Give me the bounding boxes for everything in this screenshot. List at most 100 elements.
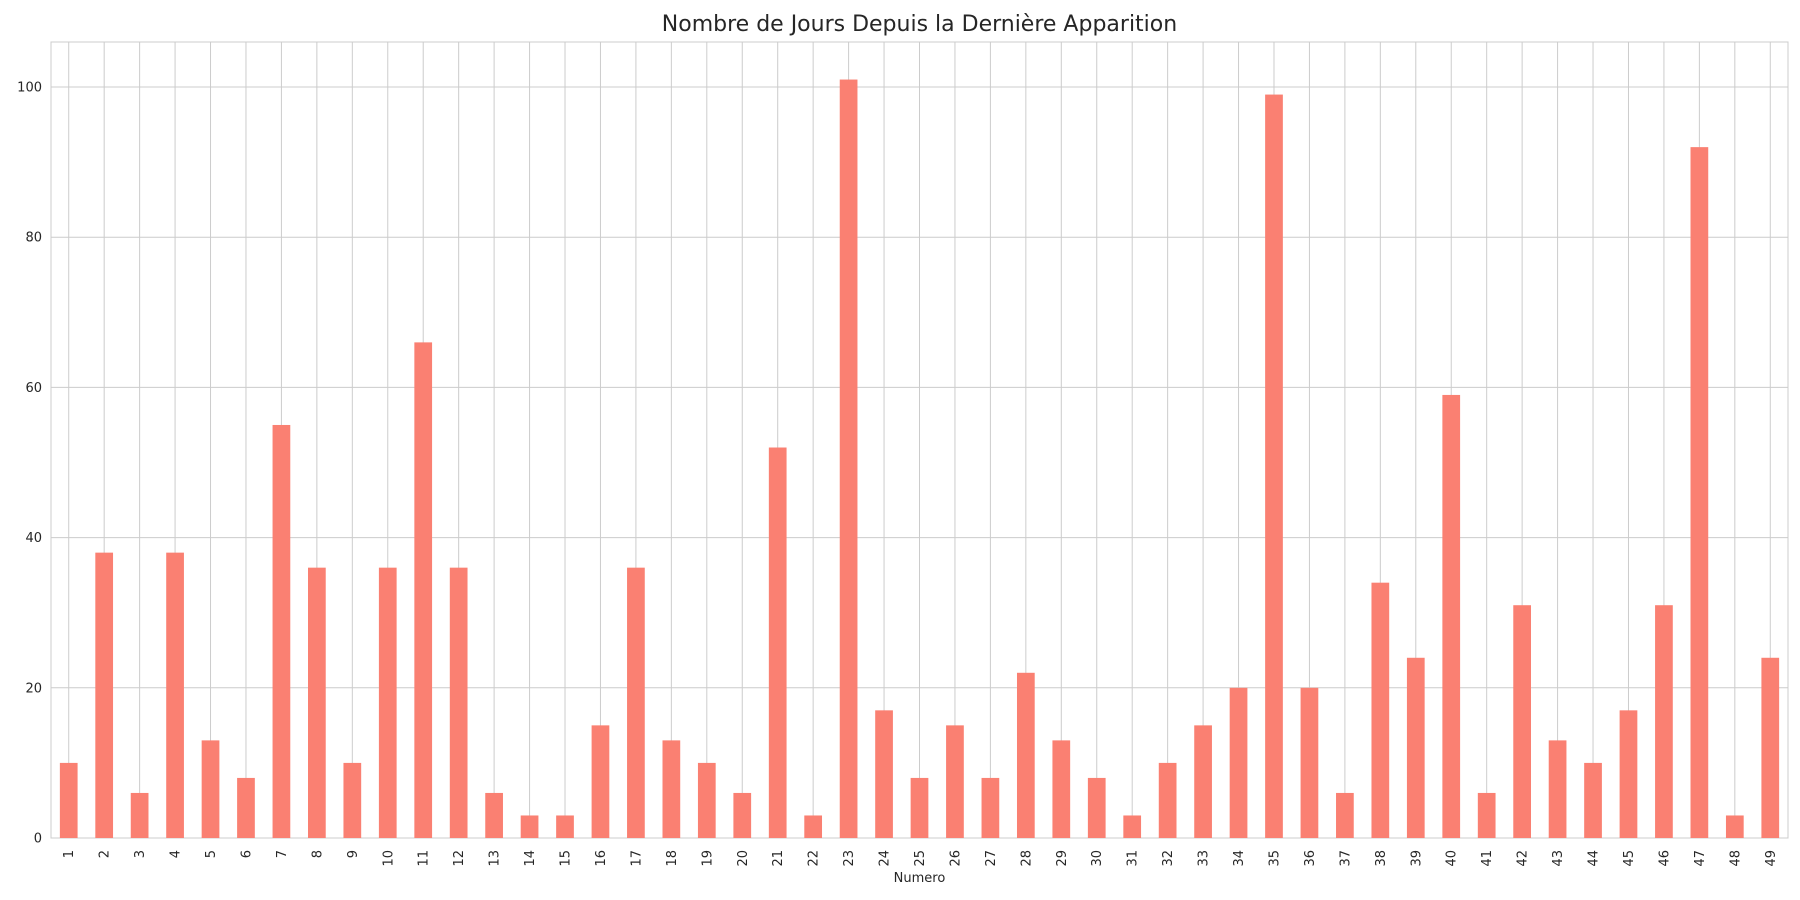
- x-tick-label: 10: [381, 850, 396, 867]
- y-tick-label: 20: [25, 681, 42, 696]
- bar-5: [201, 740, 220, 838]
- x-tick-label: 34: [1232, 850, 1247, 867]
- bar-48: [1725, 815, 1744, 838]
- bar-45: [1619, 710, 1638, 838]
- x-tick-label: 11: [417, 850, 432, 867]
- x-tick-label: 48: [1728, 850, 1743, 867]
- bar-41: [1477, 792, 1496, 838]
- x-tick-label: 43: [1551, 850, 1566, 867]
- x-tick-label: 5: [204, 850, 219, 858]
- x-tick-label: 37: [1338, 850, 1353, 867]
- bar-15: [556, 815, 574, 838]
- x-tick-label: 47: [1693, 850, 1708, 867]
- bar-14: [520, 815, 539, 838]
- bar-46: [1655, 605, 1673, 838]
- bar-47: [1690, 147, 1709, 838]
- bar-12: [449, 567, 468, 838]
- y-tick-label: 0: [34, 832, 42, 847]
- bar-18: [662, 740, 681, 838]
- bar-21: [768, 447, 787, 838]
- y-tick-label: 60: [25, 381, 42, 396]
- x-tick-label: 35: [1267, 850, 1282, 867]
- y-tick-label: 100: [17, 81, 42, 96]
- x-tick-label: 26: [948, 850, 963, 867]
- bar-28: [1016, 672, 1035, 838]
- x-tick-label: 38: [1374, 850, 1389, 867]
- bar-40: [1442, 394, 1461, 838]
- bar-42: [1513, 605, 1531, 838]
- bar-7: [272, 424, 291, 838]
- x-tick-label: 22: [807, 850, 822, 867]
- bar-10: [378, 567, 397, 838]
- x-tick-label: 41: [1480, 850, 1495, 867]
- bar-8: [308, 567, 326, 838]
- x-tick-label: 36: [1303, 850, 1318, 867]
- x-tick-label: 42: [1516, 850, 1531, 867]
- bar-25: [910, 777, 929, 838]
- x-tick-label: 4: [169, 850, 184, 858]
- x-tick-label: 39: [1409, 850, 1424, 867]
- bar-1: [59, 762, 78, 838]
- x-tick-label: 19: [700, 850, 715, 867]
- x-tick-label: 15: [559, 850, 574, 867]
- x-axis-ticks: 1 2 3 4 5 6 7 8 9 10 11 12 13 14 15 16 17 18 19 20 21 22 23 24 2…: [62, 850, 1779, 867]
- bars: [59, 79, 1780, 838]
- x-tick-label: 17: [629, 850, 644, 867]
- bar-6: [237, 777, 255, 838]
- x-tick-label: 27: [984, 850, 999, 867]
- x-tick-label: 40: [1445, 850, 1460, 867]
- chart-title: Nombre de Jours Depuis la Dernière Appar…: [662, 12, 1177, 37]
- x-tick-label: 49: [1764, 850, 1779, 867]
- bar-19: [697, 762, 716, 838]
- bar-22: [804, 815, 823, 838]
- x-tick-label: 12: [452, 850, 467, 867]
- x-tick-label: 20: [736, 850, 751, 867]
- bar-20: [733, 792, 752, 838]
- x-tick-label: 28: [1019, 850, 1034, 867]
- bar-37: [1336, 792, 1354, 838]
- bar-38: [1371, 582, 1390, 838]
- bar-24: [875, 710, 893, 838]
- x-tick-label: 30: [1090, 850, 1105, 867]
- bar-16: [591, 725, 610, 838]
- x-tick-label: 9: [346, 850, 361, 858]
- x-tick-label: 6: [239, 850, 254, 858]
- bar-32: [1158, 762, 1177, 838]
- bar-4: [166, 552, 184, 838]
- bar-23: [839, 79, 858, 838]
- y-tick-label: 80: [25, 231, 42, 246]
- bar-33: [1194, 725, 1212, 838]
- x-tick-label: 23: [842, 850, 857, 867]
- x-tick-label: 7: [275, 850, 290, 858]
- x-tick-label: 16: [594, 850, 609, 867]
- x-tick-label: 33: [1197, 850, 1212, 867]
- x-tick-label: 21: [771, 850, 786, 867]
- x-tick-label: 14: [523, 850, 538, 867]
- bar-11: [414, 342, 433, 838]
- x-tick-label: 46: [1657, 850, 1672, 867]
- x-tick-label: 18: [665, 850, 680, 867]
- x-tick-label: 45: [1622, 850, 1637, 867]
- x-tick-label: 3: [133, 850, 148, 858]
- x-tick-label: 8: [310, 850, 325, 858]
- bar-35: [1265, 94, 1283, 838]
- bar-17: [627, 567, 645, 838]
- y-axis-ticks: 0 20 40 60 80 100: [17, 81, 42, 847]
- x-tick-label: 1: [62, 850, 77, 858]
- x-axis-label: Numero: [894, 871, 946, 886]
- x-tick-label: 29: [1055, 850, 1070, 867]
- x-tick-label: 2: [98, 850, 113, 858]
- y-tick-label: 40: [25, 531, 42, 546]
- x-tick-label: 31: [1126, 850, 1141, 867]
- x-tick-label: 25: [913, 850, 928, 867]
- bar-31: [1123, 815, 1142, 838]
- bar-44: [1584, 762, 1602, 838]
- x-tick-label: 44: [1587, 850, 1602, 867]
- bar-30: [1087, 777, 1106, 838]
- bar-34: [1229, 687, 1248, 838]
- x-tick-label: 24: [878, 850, 893, 867]
- bar-26: [946, 725, 964, 838]
- bar-3: [130, 792, 149, 838]
